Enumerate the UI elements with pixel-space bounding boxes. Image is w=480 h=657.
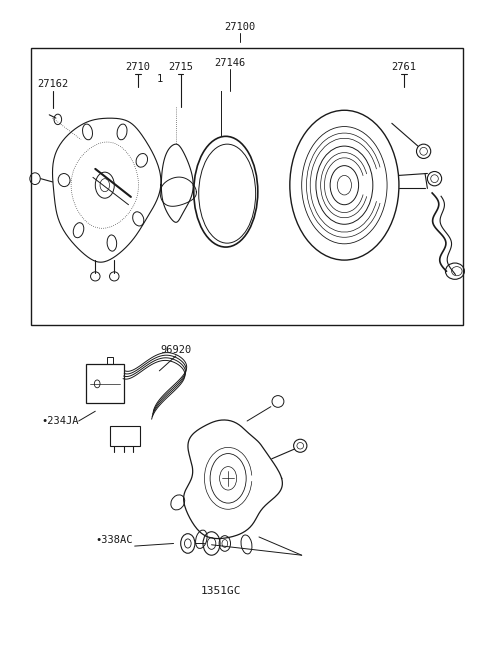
Text: 96920: 96920 [160, 344, 192, 355]
Text: 2710: 2710 [125, 62, 151, 72]
Text: 1: 1 [156, 74, 162, 84]
Bar [107, 357, 113, 365]
Text: •234JA: •234JA [41, 416, 78, 426]
Text: 2761: 2761 [391, 62, 416, 72]
Text: 27162: 27162 [37, 79, 68, 89]
Text: •338AC: •338AC [96, 535, 133, 545]
Bar [109, 426, 140, 445]
Bar [31, 49, 463, 325]
Text: 27100: 27100 [224, 22, 256, 32]
Text: 2715: 2715 [168, 62, 193, 72]
Text: 27146: 27146 [214, 58, 245, 68]
Bar [86, 365, 124, 403]
Text: 1351GC: 1351GC [201, 585, 241, 596]
